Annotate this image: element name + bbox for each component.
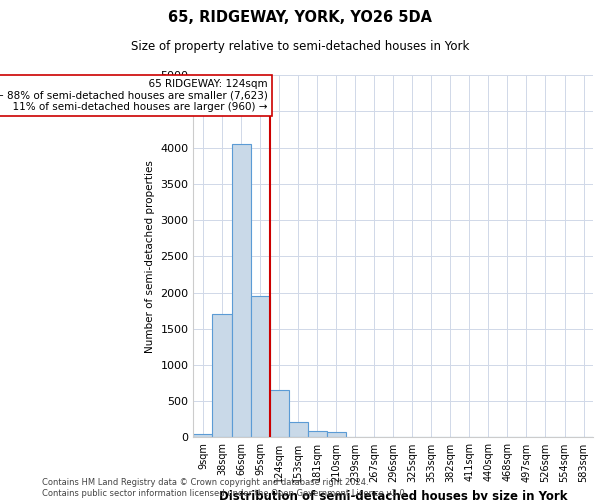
Bar bbox=[212, 314, 232, 438]
Y-axis label: Number of semi-detached properties: Number of semi-detached properties bbox=[145, 160, 155, 352]
Bar bbox=[308, 431, 326, 438]
Text: 65 RIDGEWAY: 124sqm
← 88% of semi-detached houses are smaller (7,623)
  11% of s: 65 RIDGEWAY: 124sqm ← 88% of semi-detach… bbox=[0, 78, 268, 112]
Bar bbox=[193, 434, 212, 438]
X-axis label: Distribution of semi-detached houses by size in York: Distribution of semi-detached houses by … bbox=[219, 490, 568, 500]
Bar bbox=[251, 296, 269, 438]
Text: 65, RIDGEWAY, YORK, YO26 5DA: 65, RIDGEWAY, YORK, YO26 5DA bbox=[168, 10, 432, 25]
Bar bbox=[269, 390, 289, 438]
Bar bbox=[232, 144, 251, 438]
Text: Size of property relative to semi-detached houses in York: Size of property relative to semi-detach… bbox=[131, 40, 469, 53]
Bar bbox=[326, 432, 346, 438]
Bar bbox=[289, 422, 308, 438]
Text: Contains HM Land Registry data © Crown copyright and database right 2024.
Contai: Contains HM Land Registry data © Crown c… bbox=[42, 478, 407, 498]
